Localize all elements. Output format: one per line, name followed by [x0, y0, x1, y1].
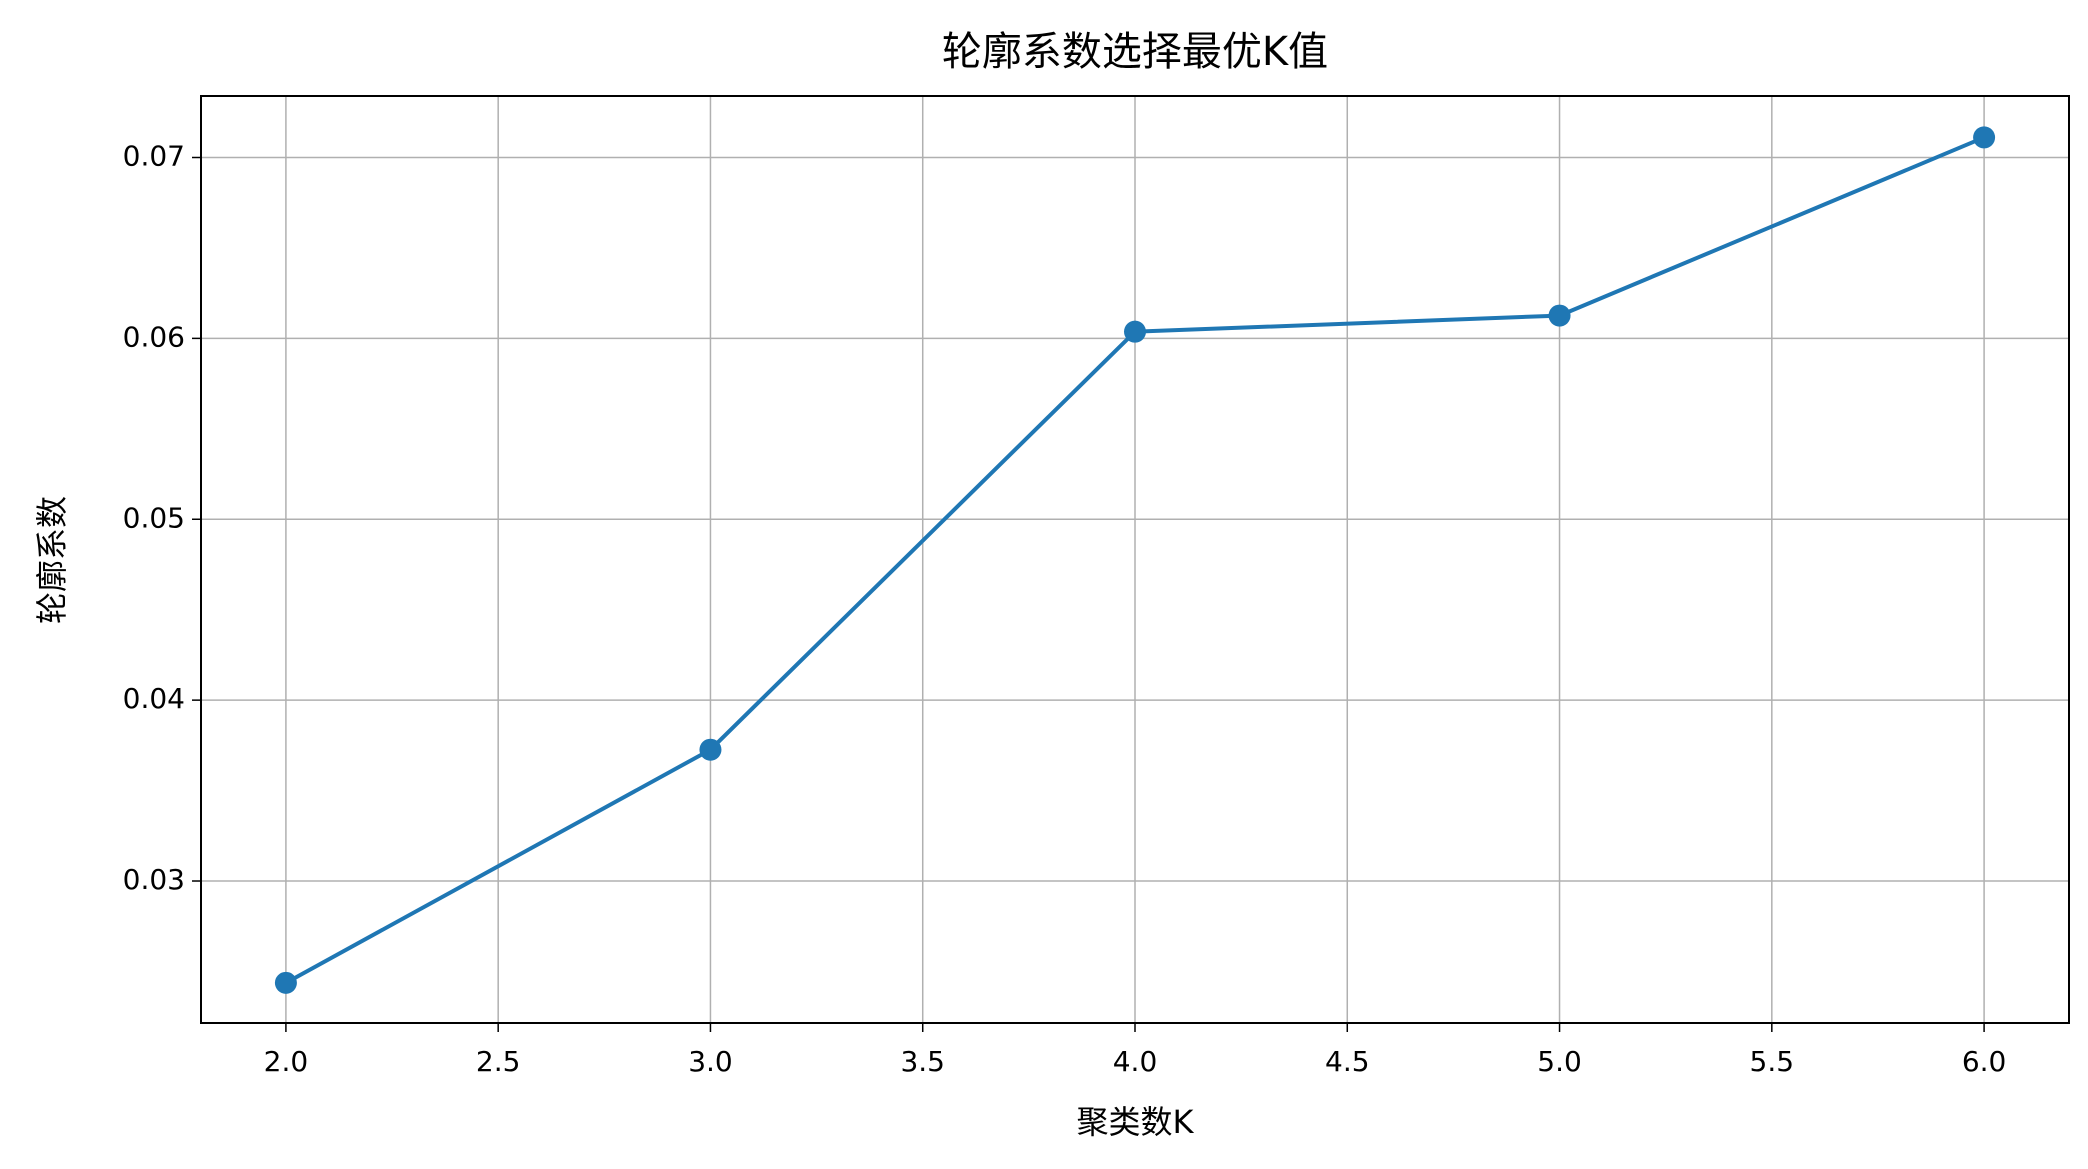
- y-tick-label: 0.06: [123, 320, 185, 353]
- data-point: [1548, 304, 1571, 327]
- x-tick-label: 4.0: [1113, 1045, 1158, 1078]
- x-tick-label: 3.5: [900, 1045, 945, 1078]
- y-tick-label: 0.05: [123, 501, 185, 534]
- data-point: [699, 738, 722, 761]
- x-tick-label: 3.0: [688, 1045, 733, 1078]
- y-tick-label: 0.04: [123, 682, 185, 715]
- x-tick-label: 2.0: [264, 1045, 309, 1078]
- plot-frame: [200, 95, 2070, 1024]
- y-axis-label: 轮廓系数: [33, 496, 71, 624]
- x-tick-label: 5.0: [1537, 1045, 1582, 1078]
- data-point: [1973, 126, 1996, 149]
- data-point: [1124, 320, 1146, 343]
- y-tick-label: 0.03: [123, 863, 185, 896]
- x-tick-label: 5.5: [1750, 1045, 1795, 1078]
- x-tick-label: 4.5: [1325, 1045, 1370, 1078]
- y-tick-label: 0.07: [123, 139, 185, 172]
- x-axis-label: 聚类数K: [1077, 1103, 1195, 1141]
- data-point: [274, 971, 297, 994]
- x-tick-label: 2.5: [476, 1045, 521, 1078]
- chart-title: 轮廓系数选择最优K值: [942, 29, 1328, 75]
- x-tick-label: 6.0: [1962, 1045, 2007, 1078]
